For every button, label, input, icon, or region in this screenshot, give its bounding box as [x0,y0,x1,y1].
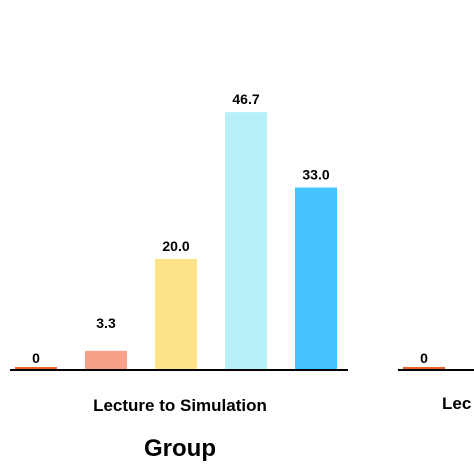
value-label-g0-2: 20.0 [162,238,189,254]
bar-g0-3 [225,112,267,370]
value-label-g0-3: 46.7 [232,91,259,107]
group-label-lecture-to-simulation: Lecture to Simulation [93,396,267,415]
x-axis-title: Group [144,435,216,462]
bar-g1-0 [403,367,445,369]
bar-g0-0 [15,367,57,369]
bars-layer [15,112,445,370]
bar-g0-1 [85,350,127,369]
value-label-g0-0: 0 [32,350,40,366]
value-labels-layer: 0 3.3 20.0 46.7 33.0 0 [32,91,428,366]
bar-g0-4 [295,187,337,369]
bar-g0-2 [155,259,197,369]
group-label-lec: Lec [442,394,471,413]
value-label-g1-0: 0 [420,350,428,366]
value-label-g0-4: 33.0 [302,167,329,183]
value-label-g0-1: 3.3 [96,315,116,331]
